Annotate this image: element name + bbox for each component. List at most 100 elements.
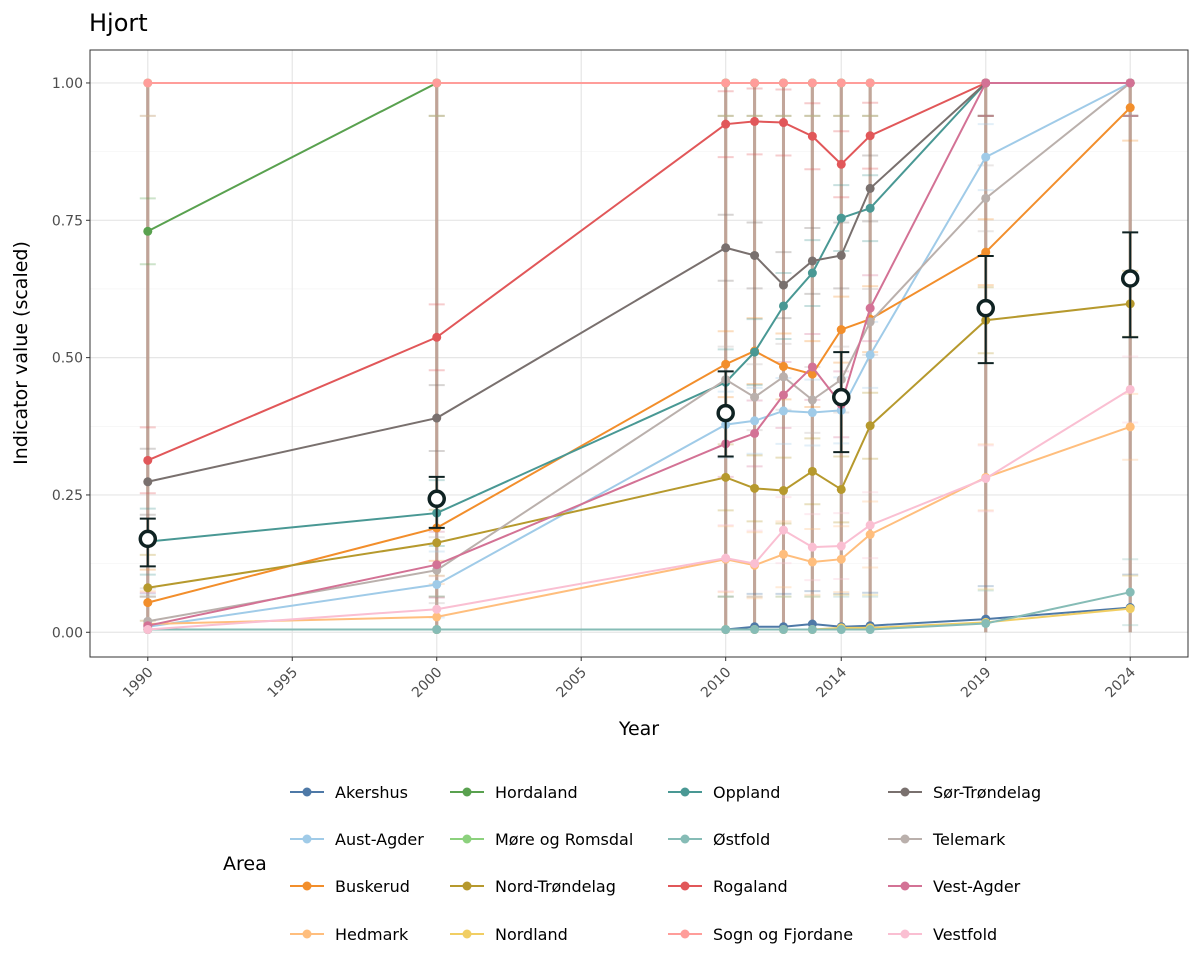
series-line-Telemark: [147, 82, 1131, 623]
data-point-Telemark: [750, 392, 760, 402]
legend-label: Vest-Agder: [933, 877, 1021, 896]
legend-label: Rogaland: [713, 877, 788, 896]
x-tick-label: 2014: [814, 664, 851, 701]
data-point-Rogaland: [778, 118, 788, 128]
legend-key-point: [680, 881, 690, 891]
plot-border: [89, 49, 1189, 658]
legend-key-point: [900, 929, 910, 939]
data-point-Oppland: [778, 301, 788, 311]
legend-title: Area: [223, 853, 267, 875]
data-point-Østfold: [807, 625, 817, 635]
legend-label: Hordaland: [495, 783, 578, 802]
series-line-Nord-Trøndelag: [147, 302, 1131, 589]
mean-point: [832, 387, 851, 407]
data-point-Rogaland: [750, 116, 760, 126]
legend-label: Sogn og Fjordane: [713, 925, 853, 944]
legend-key-point: [462, 834, 472, 844]
legend-label: Telemark: [932, 830, 1006, 849]
data-point-Vest-Agder: [1125, 78, 1135, 88]
data-point-Hedmark: [432, 612, 442, 622]
data-point-Sør-Trøndelag: [865, 183, 875, 193]
series-line-Hedmark: [147, 425, 1131, 626]
legend-label: Sør-Trøndelag: [933, 783, 1041, 802]
legend-label: Oppland: [713, 783, 780, 802]
data-point-Oppland: [865, 203, 875, 213]
y-tick-label: 0.50: [52, 351, 83, 367]
data-point-Aust-Agder: [432, 579, 442, 589]
data-point-Vest-Agder: [778, 390, 788, 400]
data-point-Hedmark: [836, 554, 846, 564]
legend-key-point: [302, 834, 312, 844]
legend-label: Aust-Agder: [335, 830, 424, 849]
data-point-Sør-Trøndelag: [807, 256, 817, 266]
data-point-Vestfold: [432, 604, 442, 614]
data-point-Østfold: [981, 618, 991, 628]
data-point-Buskerud: [778, 361, 788, 371]
y-tick-label: 0.25: [52, 488, 83, 504]
legend-key-point: [462, 929, 472, 939]
mean-point: [716, 403, 735, 423]
data-point-Aust-Agder: [807, 408, 817, 418]
series-lines: [143, 78, 1135, 635]
legend-key-point: [680, 787, 690, 797]
data-point-Østfold: [1125, 587, 1135, 597]
legend-key-point: [302, 881, 312, 891]
data-point-Hedmark: [778, 549, 788, 559]
data-point-Vestfold: [865, 520, 875, 530]
data-point-Telemark: [778, 372, 788, 382]
data-point-Oppland: [836, 213, 846, 223]
chart-title: Hjort: [89, 9, 148, 37]
mean-markers: [138, 231, 1140, 568]
data-point-Nord-Trøndelag: [750, 483, 760, 493]
data-point-Vestfold: [836, 541, 846, 551]
y-tick-label: 1.00: [52, 76, 83, 92]
data-point-Sogn og Fjordane: [778, 78, 788, 88]
legend-key-point: [900, 834, 910, 844]
data-point-Vest-Agder: [981, 78, 991, 88]
legend-key-point: [302, 929, 312, 939]
data-point-Vestfold: [750, 559, 760, 569]
data-point-Østfold: [865, 625, 875, 635]
series-line-Vestfold: [147, 388, 1131, 631]
data-point-Rogaland: [865, 131, 875, 141]
data-point-Vest-Agder: [865, 303, 875, 313]
gridlines: [90, 50, 1188, 657]
data-point-Oppland: [750, 347, 760, 357]
data-point-Sogn og Fjordane: [750, 78, 760, 88]
series-line-Sør-Trøndelag: [147, 81, 1131, 483]
data-point-Nord-Trøndelag: [143, 583, 153, 593]
legend-label: Akershus: [335, 783, 408, 802]
series-line-Østfold: [147, 591, 1131, 631]
series-line-Oppland: [147, 81, 1131, 543]
x-tick-label: 1990: [120, 665, 157, 702]
data-point-Telemark: [981, 193, 991, 203]
legend-label: Vestfold: [933, 925, 997, 944]
y-axis-label: Indicator value (scaled): [10, 241, 32, 465]
data-point-Østfold: [778, 625, 788, 635]
data-point-Oppland: [807, 268, 817, 278]
data-point-Hedmark: [1125, 422, 1135, 432]
data-point-Nordland: [1125, 604, 1135, 614]
data-point-Hordaland: [143, 226, 153, 236]
data-point-Østfold: [750, 625, 760, 635]
data-point-Aust-Agder: [981, 152, 991, 162]
data-point-Aust-Agder: [778, 406, 788, 416]
data-point-Sogn og Fjordane: [432, 78, 442, 88]
legend-key-point: [680, 834, 690, 844]
data-point-Sør-Trøndelag: [836, 250, 846, 260]
legend-label: Møre og Romsdal: [495, 830, 633, 849]
data-point-Nord-Trøndelag: [807, 466, 817, 476]
series-line-Buskerud: [147, 106, 1131, 604]
x-tick-label: 1995: [265, 665, 302, 702]
data-point-Rogaland: [807, 131, 817, 141]
legend-key-point: [900, 787, 910, 797]
x-tick-label: 2005: [554, 665, 591, 702]
data-point-Sør-Trøndelag: [143, 477, 153, 487]
axes: 0.00 0.25 0.50 0.75 1.00 1990 1995 2000 2005 2010…: [52, 76, 1139, 701]
data-point-Buskerud: [1125, 103, 1135, 113]
data-point-Sogn og Fjordane: [836, 78, 846, 88]
data-point-Nord-Trøndelag: [865, 421, 875, 431]
data-point-Nord-Trøndelag: [778, 486, 788, 496]
x-tick-label: 2010: [698, 665, 735, 702]
